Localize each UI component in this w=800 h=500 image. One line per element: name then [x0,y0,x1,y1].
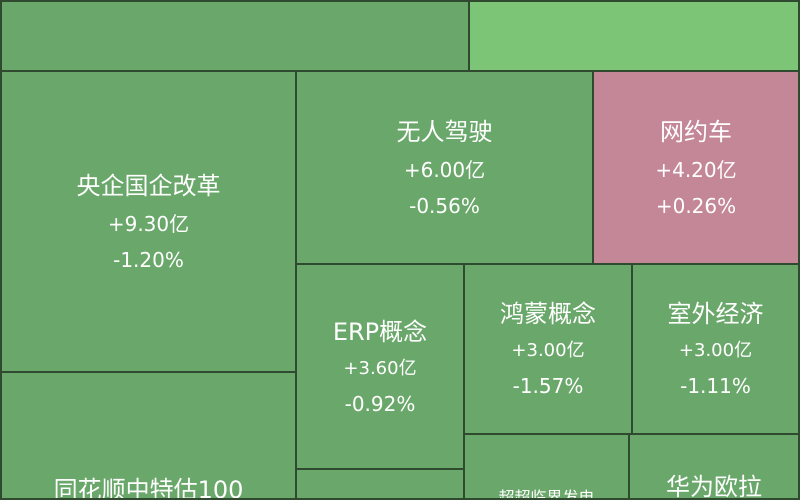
tile-flow: +6.00亿 [403,157,486,182]
tile-name: 网约车 [660,117,732,146]
tile-flow: +3.00亿 [678,340,753,361]
tile-name: ERP概念 [332,317,428,346]
tile-flow: +4.20亿 [655,157,737,182]
tile-name: 无人驾驶 [396,117,493,146]
tile-name: 室外经济 [667,300,764,328]
tile-change: +0.26% [655,193,737,218]
tile-ths-special-valuation-100[interactable]: 同花顺中特估100 [0,371,297,500]
tile-flow: +3.60亿 [343,357,417,379]
tile-harmonyos-concept[interactable]: 鸿蒙概念 +3.00亿 -1.57% [463,263,633,435]
tile-change: -1.11% [680,374,751,398]
tile-flow: +9.30亿 [107,211,190,236]
tile-huawei-euler[interactable]: 华为欧拉 [628,433,800,500]
tile-flow: +3.00亿 [511,340,585,361]
tile-top-left[interactable] [0,0,470,72]
tile-change: -1.20% [113,247,184,272]
tile-ultra-supercritical[interactable]: 超超临界发电 [463,433,630,500]
tile-change: -1.57% [512,374,584,398]
tile-central-soe-reform[interactable]: 央企国企改革 +9.30亿 -1.20% [0,70,297,373]
tile-name: 超超临界发电 [498,488,595,500]
tile-autonomous-driving[interactable]: 无人驾驶 +6.00亿 -0.56% [295,70,594,265]
tile-outdoor-economy[interactable]: 室外经济 +3.00亿 -1.11% [631,263,800,435]
tile-ride-hailing[interactable]: 网约车 +4.20亿 +0.26% [592,70,800,265]
tile-small-bottom[interactable] [295,468,465,500]
tile-top-right[interactable] [468,0,800,72]
tile-name: 同花顺中特估100 [53,476,244,500]
tile-name: 鸿蒙概念 [500,300,596,328]
tile-erp-concept[interactable]: ERP概念 +3.60亿 -0.92% [295,263,465,470]
tile-change: -0.56% [409,193,480,218]
tile-name: 华为欧拉 [666,473,762,500]
tile-change: -0.92% [344,391,416,416]
tile-name: 央企国企改革 [76,171,221,200]
